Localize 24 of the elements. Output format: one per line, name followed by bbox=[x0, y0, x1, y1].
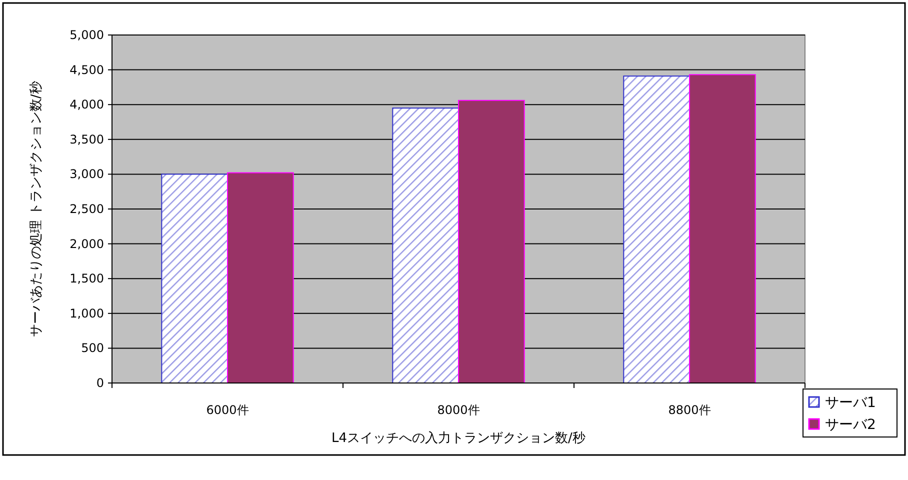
x-tick-label: 8800件 bbox=[668, 403, 711, 417]
bar bbox=[623, 76, 690, 384]
bar bbox=[392, 108, 459, 384]
y-tick-label: 2,000 bbox=[70, 236, 104, 251]
y-tick-label: 2,500 bbox=[70, 202, 104, 216]
bar bbox=[689, 74, 756, 384]
legend-label: サーバ2 bbox=[825, 417, 876, 433]
y-tick-label: 4,000 bbox=[70, 98, 104, 112]
y-tick-label: 5,000 bbox=[70, 28, 104, 42]
y-tick-label: 1,500 bbox=[70, 272, 104, 286]
y-tick-label: 3,000 bbox=[70, 167, 104, 182]
bar bbox=[458, 100, 525, 384]
legend-label: サーバ1 bbox=[825, 395, 876, 411]
y-tick-label: 4,500 bbox=[70, 62, 104, 77]
y-tick-label: 1,000 bbox=[70, 306, 104, 320]
bar bbox=[161, 174, 228, 384]
y-tick-label: 0 bbox=[96, 376, 104, 390]
bar bbox=[227, 172, 294, 384]
y-axis-title: サーバあたりの処理 トランザクション数/秒 bbox=[29, 81, 44, 337]
x-tick-label: 6000件 bbox=[206, 403, 249, 417]
y-tick-label: 500 bbox=[81, 341, 104, 356]
y-tick-label: 3,500 bbox=[70, 132, 104, 146]
x-tick-label: 8000件 bbox=[437, 403, 480, 417]
x-axis-title: L4スイッチへの入力トランザクション数/秒 bbox=[332, 431, 586, 446]
